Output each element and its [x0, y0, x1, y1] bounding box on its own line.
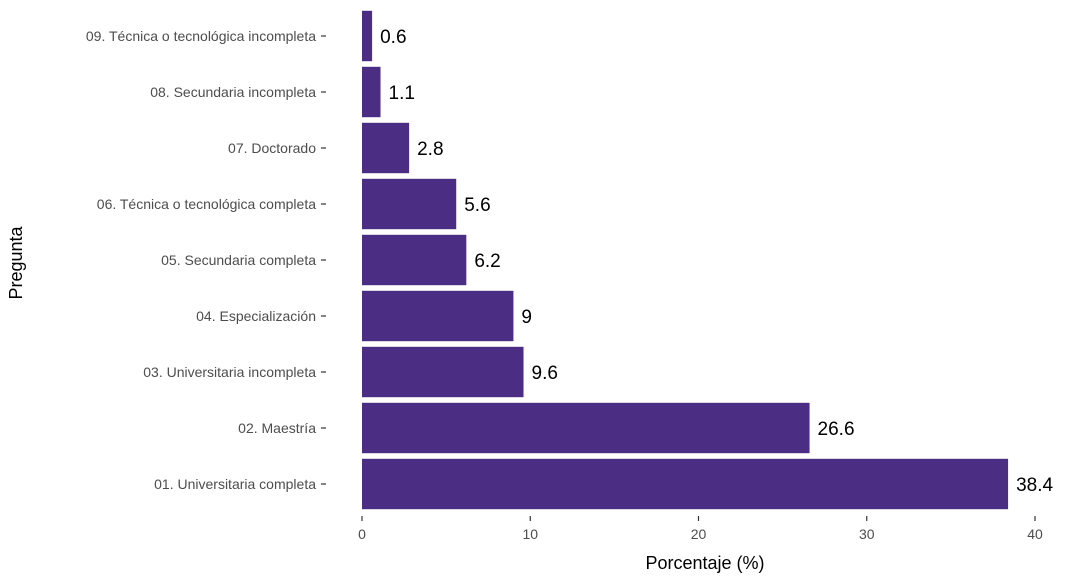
x-tick-label: 0 — [358, 526, 366, 542]
data-label: 0.6 — [380, 27, 406, 48]
category-label: 03. Universitaria incompleta — [143, 364, 316, 380]
data-label: 5.6 — [464, 195, 490, 216]
data-label: 26.6 — [818, 419, 855, 440]
category-label: 02. Maestría — [238, 420, 316, 436]
bar — [362, 178, 457, 230]
data-label: 1.1 — [389, 83, 415, 104]
data-labels-layer: 0.6 1.1 2.8 5.6 6.2 9 9.6 26.6 38.4 — [380, 27, 1053, 496]
category-label: 07. Doctorado — [228, 140, 316, 156]
category-label: 08. Secundaria incompleta — [150, 84, 316, 100]
x-axis-title: Porcentaje (%) — [645, 553, 764, 573]
bar — [362, 66, 381, 118]
data-label: 38.4 — [1016, 475, 1053, 496]
x-tick-label: 10 — [522, 526, 538, 542]
y-axis-title: Pregunta — [6, 225, 26, 299]
x-tick-label: 30 — [859, 526, 875, 542]
data-label: 6.2 — [474, 251, 500, 272]
bar — [362, 402, 810, 454]
data-label: 2.8 — [417, 139, 443, 160]
bar — [362, 10, 373, 62]
bar — [362, 346, 524, 398]
data-label: 9 — [521, 307, 532, 328]
bar — [362, 458, 1009, 510]
category-label: 05. Secundaria completa — [161, 252, 316, 268]
x-tick-label: 40 — [1027, 526, 1043, 542]
x-tick-label: 20 — [691, 526, 707, 542]
y-axis: 09. Técnica o tecnológica incompleta 08. … — [86, 28, 326, 492]
category-label: 01. Universitaria completa — [154, 476, 316, 492]
x-axis: 0 10 20 30 40 — [358, 516, 1043, 542]
bar — [362, 122, 410, 174]
bars-layer — [362, 10, 1009, 510]
bar — [362, 234, 467, 286]
data-label: 9.6 — [532, 363, 558, 384]
bar — [362, 290, 514, 342]
category-label: 06. Técnica o tecnológica completa — [97, 196, 316, 212]
category-label: 04. Especialización — [196, 308, 316, 324]
category-label: 09. Técnica o tecnológica incompleta — [86, 28, 316, 44]
